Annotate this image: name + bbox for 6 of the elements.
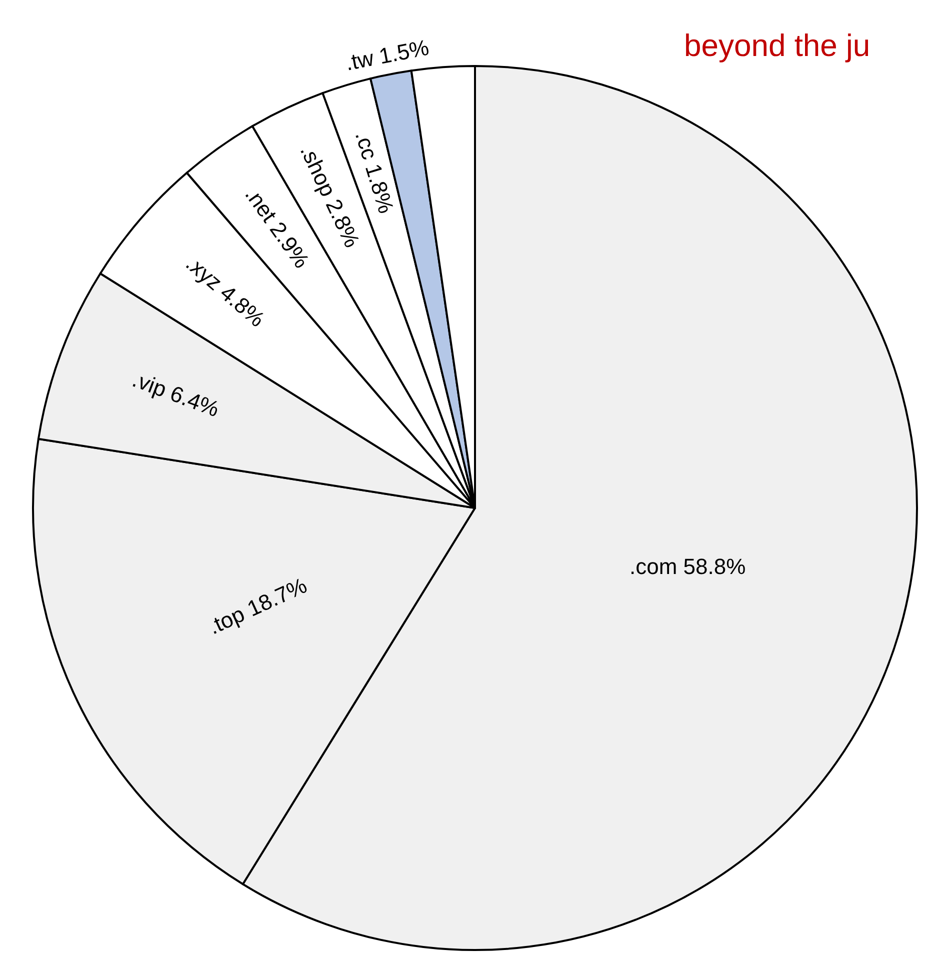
slice-label: .tw 1.5%	[343, 34, 431, 76]
slice-label: .top 18.7%	[204, 572, 311, 640]
slice-label: .cc 1.8%	[350, 128, 399, 216]
slice-label: .com 58.8%	[630, 554, 746, 580]
text: beyond the ju	[684, 28, 870, 63]
slice-label: .vip 6.4%	[129, 366, 223, 422]
